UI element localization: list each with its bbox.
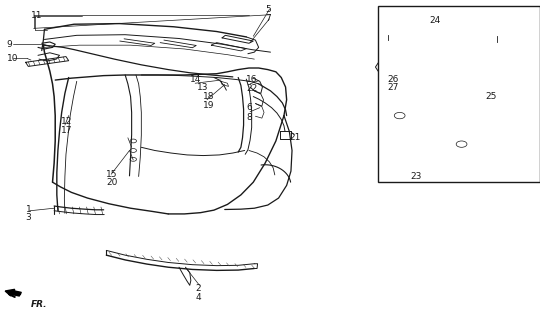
Text: 6: 6	[246, 103, 252, 112]
Text: 13: 13	[197, 83, 208, 92]
Text: 24: 24	[429, 16, 440, 25]
Text: 4: 4	[195, 292, 201, 301]
Text: 5: 5	[265, 5, 271, 14]
Text: 3: 3	[25, 213, 31, 222]
Text: 26: 26	[388, 75, 399, 84]
Text: 15: 15	[107, 170, 118, 179]
Text: 20: 20	[107, 178, 118, 187]
Text: 12: 12	[61, 117, 72, 126]
Text: 17: 17	[61, 126, 72, 135]
Text: 14: 14	[190, 75, 201, 84]
Text: FR.: FR.	[31, 300, 48, 308]
Text: 7: 7	[265, 14, 271, 23]
Text: 8: 8	[246, 113, 252, 122]
Text: 1: 1	[25, 205, 31, 214]
Text: 11: 11	[31, 11, 43, 20]
Text: 2: 2	[195, 284, 201, 293]
Text: 19: 19	[203, 101, 214, 110]
Bar	[378, 6, 539, 182]
Text: 23: 23	[411, 172, 422, 181]
FancyArrow shape	[5, 289, 21, 296]
Text: 25: 25	[486, 92, 497, 101]
Text: 18: 18	[203, 92, 214, 101]
Text: 10: 10	[7, 54, 18, 63]
Text: 22: 22	[246, 84, 258, 93]
Text: 9: 9	[7, 40, 12, 49]
Text: 16: 16	[246, 75, 258, 84]
Text: 27: 27	[388, 83, 399, 92]
Text: 21: 21	[289, 133, 301, 142]
